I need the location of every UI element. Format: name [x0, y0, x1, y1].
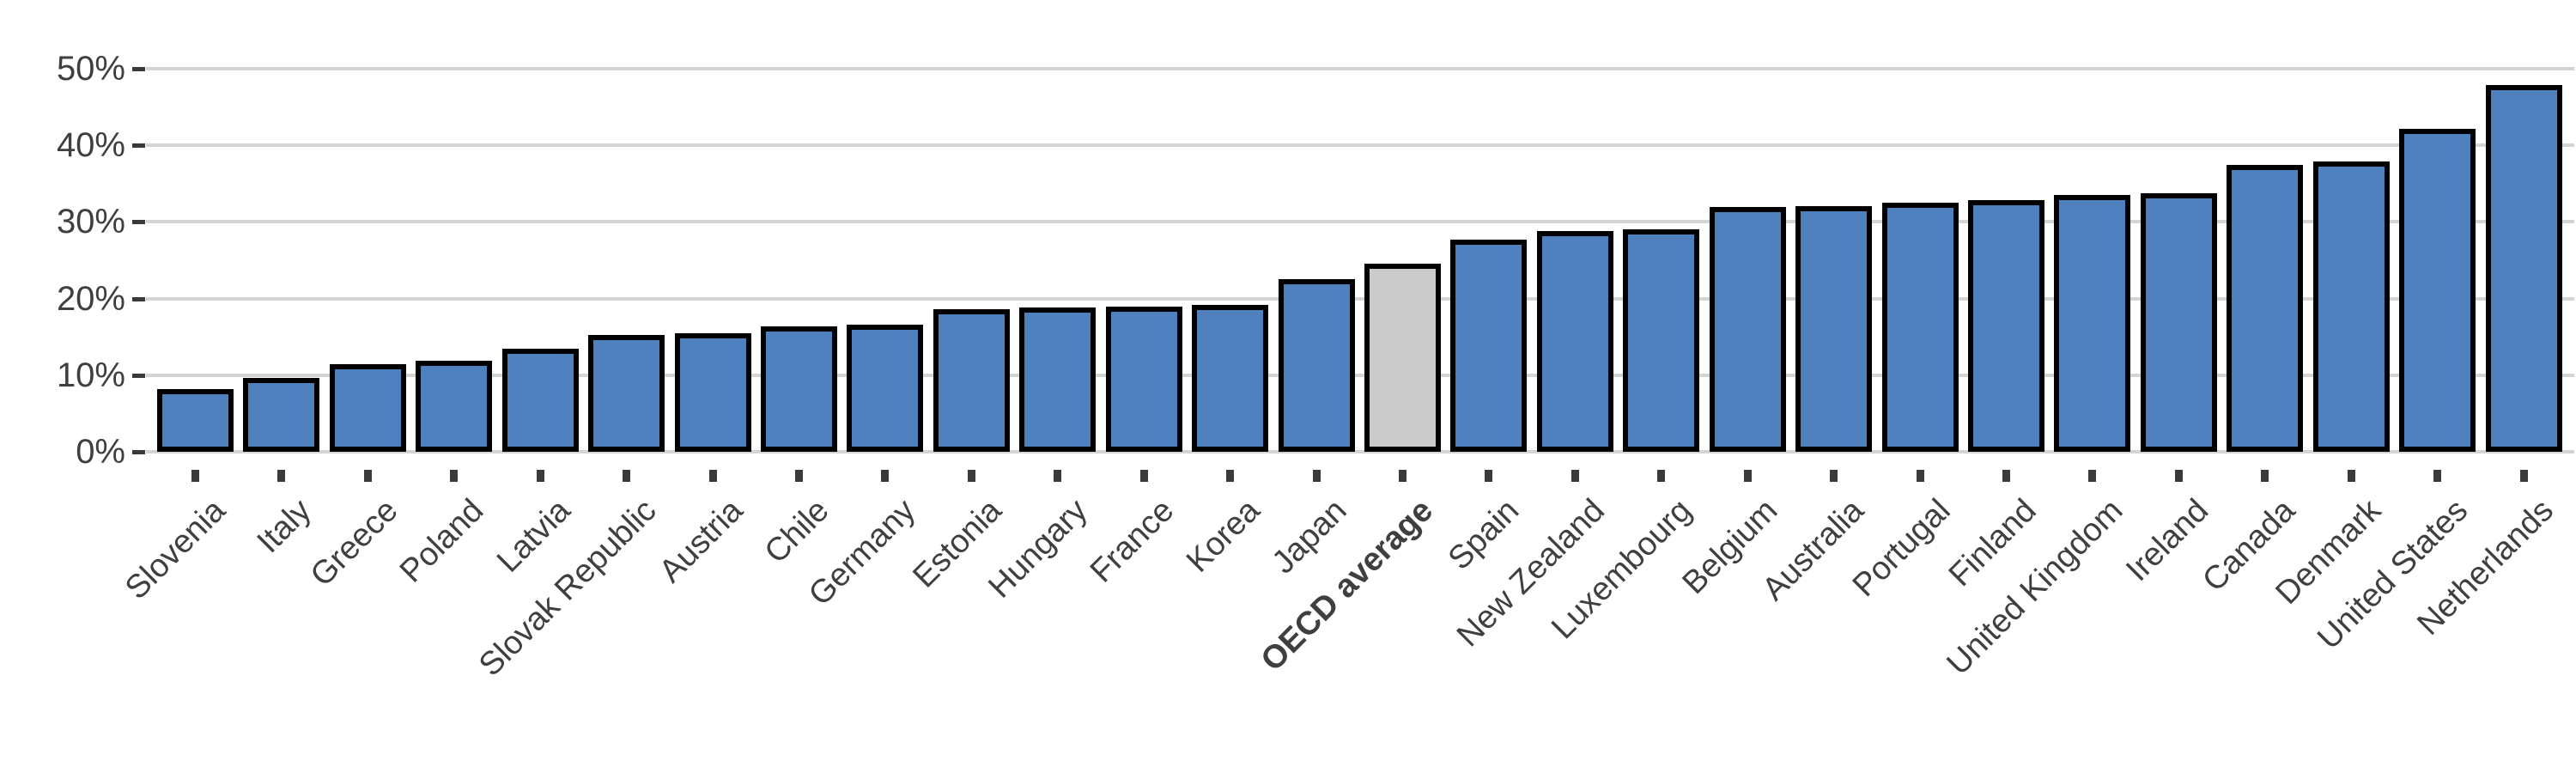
y-axis-label-20: 20%: [56, 279, 125, 318]
gridline-50: [146, 67, 2574, 70]
y-axis-tick-20: [132, 296, 145, 301]
bar-estonia: [933, 309, 1010, 452]
bar-slovenia: [157, 388, 234, 452]
x-axis-tick-spain: [1485, 470, 1493, 482]
x-axis-tick-austria: [708, 470, 717, 482]
x-axis-tick-australia: [1830, 470, 1838, 482]
bar-belgium: [1709, 207, 1786, 452]
x-axis-tick-korea: [1226, 470, 1235, 482]
x-axis-tick-belgium: [1743, 470, 1752, 482]
gridline-30: [146, 220, 2574, 224]
x-axis-tick-poland: [450, 470, 459, 482]
x-axis-tick-denmark: [2347, 470, 2355, 482]
bar-italy: [243, 378, 320, 452]
bar-greece: [329, 364, 406, 452]
y-axis-label-40: 40%: [56, 126, 125, 165]
gridline-0: [146, 450, 2574, 453]
bar-finland: [1968, 200, 2045, 452]
y-axis-tick-30: [132, 220, 145, 225]
x-axis-tick-ireland: [2174, 470, 2183, 482]
x-axis-tick-finland: [2002, 470, 2011, 482]
bar-france: [1105, 306, 1182, 452]
y-axis-label-30: 30%: [56, 203, 125, 241]
bar-new-zealand: [1536, 231, 1613, 452]
gridline-20: [146, 296, 2574, 301]
x-axis-tick-netherlands: [2519, 470, 2528, 482]
x-axis-tick-italy: [277, 470, 286, 482]
y-axis-label-0: 0%: [76, 433, 125, 471]
y-axis-label-10: 10%: [56, 356, 125, 394]
x-axis-tick-oecd-average: [1399, 470, 1407, 482]
y-axis-label-50: 50%: [56, 50, 125, 88]
bar-oecd-average: [1364, 263, 1442, 452]
x-axis-tick-united-kingdom: [2088, 470, 2097, 482]
bar-portugal: [1881, 203, 1959, 452]
bar-spain: [1450, 239, 1528, 452]
y-axis-tick-10: [132, 373, 145, 378]
x-axis-label-austria: Austria: [652, 492, 750, 590]
bar-hungary: [1019, 307, 1097, 452]
x-axis-tick-canada: [2261, 470, 2269, 482]
bar-netherlands: [2485, 84, 2562, 452]
x-axis-tick-germany: [881, 470, 890, 482]
x-axis-tick-slovenia: [191, 470, 199, 482]
bar-luxembourg: [1623, 229, 1700, 452]
x-axis-tick-japan: [1312, 470, 1321, 482]
x-axis-label-france: France: [1083, 492, 1182, 590]
x-axis-tick-hungary: [1054, 470, 1062, 482]
x-axis-label-slovenia: Slovenia: [118, 492, 233, 607]
x-axis-tick-latvia: [536, 470, 544, 482]
x-axis-tick-greece: [363, 470, 372, 482]
bar-korea: [1192, 304, 1269, 452]
x-axis-tick-new-zealand: [1571, 470, 1579, 482]
bar-latvia: [501, 348, 579, 452]
x-axis-label-korea: Korea: [1180, 492, 1267, 580]
bar-ireland: [2140, 192, 2217, 452]
y-axis-tick-40: [132, 143, 145, 149]
x-axis-tick-estonia: [967, 470, 975, 482]
bar-chile: [761, 326, 837, 452]
bar-slovak-republic: [588, 334, 665, 452]
x-axis-label-poland: Poland: [393, 492, 491, 590]
bar-australia: [1795, 205, 1873, 452]
x-axis-tick-chile: [795, 470, 803, 482]
bar-poland: [416, 360, 493, 452]
y-axis-tick-50: [132, 67, 145, 71]
x-axis-label-spain: Spain: [1441, 492, 1526, 577]
bar-austria: [674, 332, 751, 452]
bar-denmark: [2312, 161, 2390, 452]
x-axis-tick-slovak-republic: [623, 470, 631, 482]
bar-canada: [2227, 164, 2304, 452]
x-axis-tick-united-states: [2433, 470, 2442, 482]
bar-united-states: [2399, 128, 2476, 452]
x-axis-label-united-states: United States: [2310, 492, 2475, 657]
bar-germany: [847, 324, 924, 452]
bar-japan: [1278, 279, 1355, 452]
gridline-10: [146, 373, 2574, 377]
bar-united-kingdom: [2054, 195, 2131, 452]
x-axis-tick-france: [1139, 470, 1148, 482]
x-axis-label-greece: Greece: [303, 492, 405, 594]
x-axis-label-chile: Chile: [757, 492, 836, 571]
y-axis-tick-0: [132, 450, 145, 454]
x-axis-tick-luxembourg: [1657, 470, 1666, 482]
x-axis-tick-portugal: [1916, 470, 1924, 482]
gridline-40: [146, 143, 2574, 148]
x-axis-label-italy: Italy: [250, 492, 319, 561]
